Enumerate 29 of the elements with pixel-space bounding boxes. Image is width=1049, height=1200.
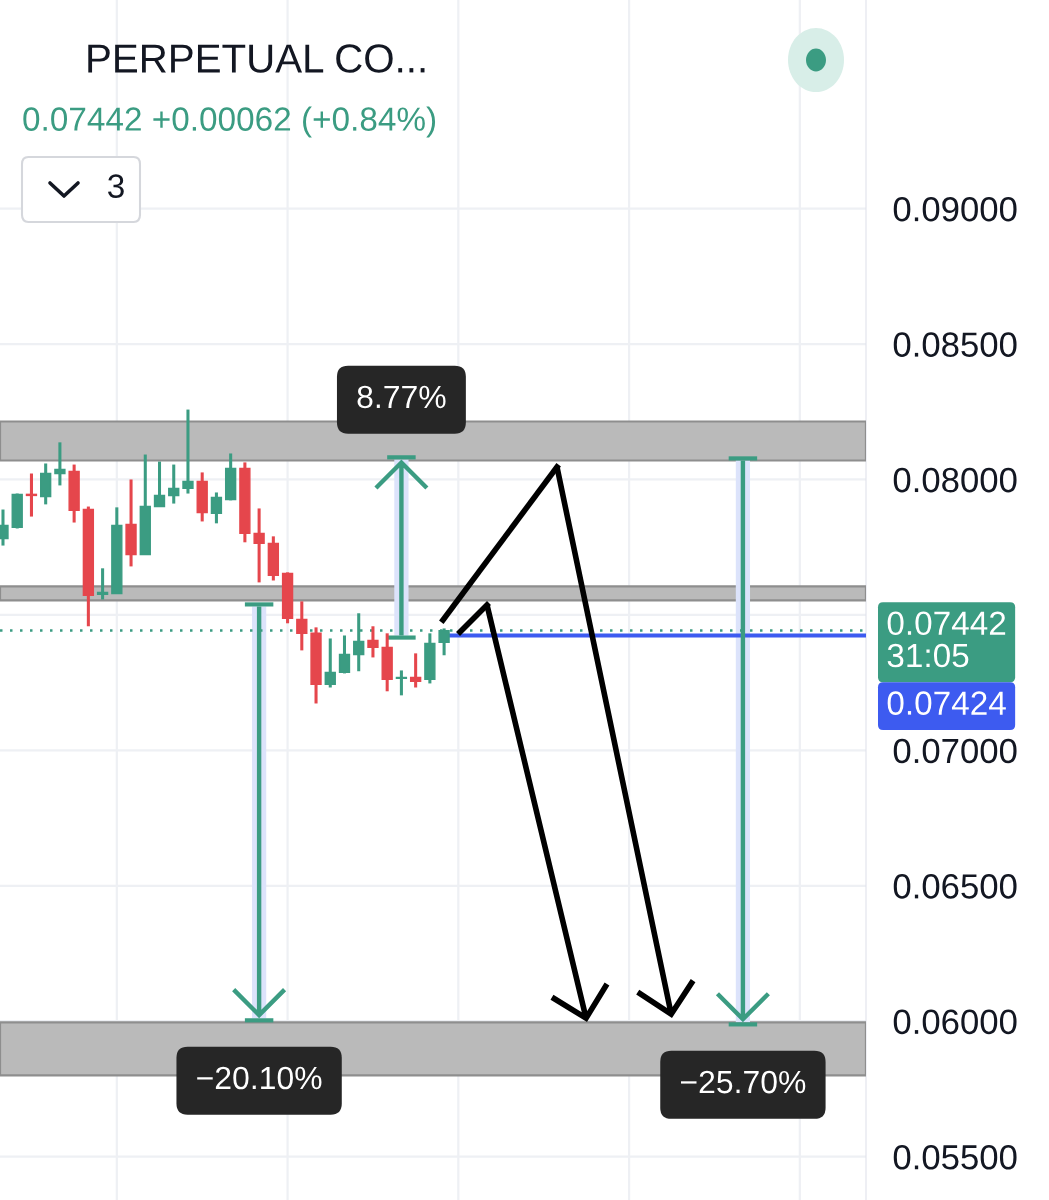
y-tick-label: 0.08000: [893, 467, 1017, 493]
candlestick: [168, 464, 180, 504]
annotation: 8.77%: [357, 385, 446, 409]
y-tick-label: 0.05500: [893, 1144, 1017, 1170]
ref-line-label: 0.07442 31:05: [887, 611, 1006, 668]
candlestick: [54, 442, 66, 486]
annotation: 3: [108, 174, 124, 198]
candlestick: [338, 635, 351, 674]
candlestick: [395, 670, 408, 696]
candlestick: [182, 409, 194, 494]
text: 0.07442 +0.00062 (+0.84%): [23, 106, 436, 138]
candlestick: [409, 653, 422, 688]
candlestick: [296, 601, 308, 651]
y-tick-label: 0.06000: [893, 1009, 1017, 1035]
y-tick-label: 0.09000: [893, 196, 1017, 222]
candlestick: [324, 638, 336, 688]
ref-line-label: 0.07424: [887, 691, 1006, 715]
annotation: −25.70%: [681, 1070, 806, 1094]
y-tick-label: 0.08500: [893, 332, 1017, 357]
candlestick: [210, 492, 223, 524]
y-tick-label: 0.07000: [893, 738, 1017, 764]
text: PERPETUAL CO...: [88, 44, 425, 73]
y-tick-label: 0.06500: [893, 874, 1017, 899]
candlestick: [40, 463, 52, 505]
candlestick: [96, 568, 109, 600]
candlestick: [367, 626, 379, 658]
candlestick: [153, 461, 166, 508]
candlestick: [253, 508, 265, 583]
annotation: −20.10%: [197, 1066, 322, 1090]
